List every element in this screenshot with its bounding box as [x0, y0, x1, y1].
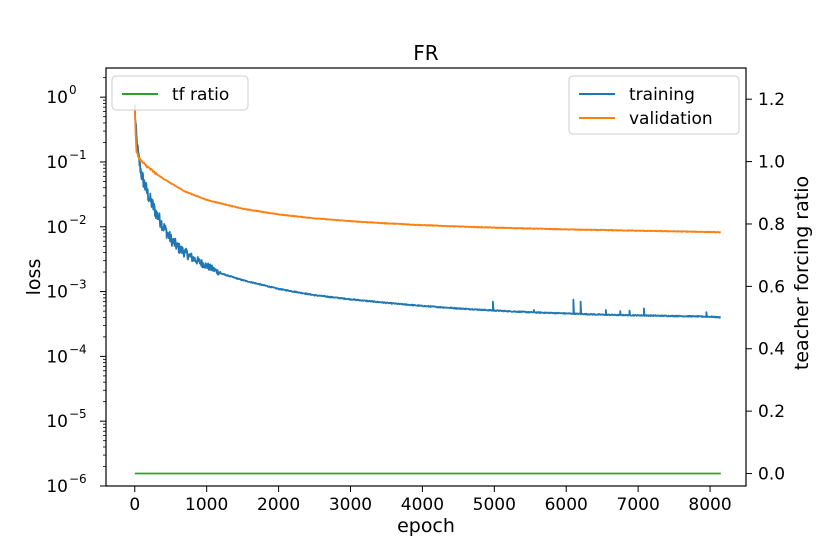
- series-line-validation: [133, 107, 722, 234]
- y2-axis-ticks: 0.0 0.2 0.4 0.6 0.8 1.0 1.2: [746, 90, 785, 485]
- x-tick-label: 1000: [185, 495, 228, 515]
- y2-tick-label: 1.0: [758, 153, 785, 173]
- y-tick-exponent: −5: [69, 407, 87, 421]
- x-axis-label: epoch: [397, 515, 455, 537]
- y-tick-label: 10: [46, 218, 68, 238]
- x-tick-label: 3000: [329, 495, 372, 515]
- legend-tf: tf ratio: [111, 75, 249, 111]
- legend-label: training: [629, 85, 695, 105]
- y-tick-exponent: 0: [69, 83, 77, 97]
- legend-box: [111, 75, 249, 111]
- y-tick-label: 10: [46, 283, 68, 303]
- series-line-training: [133, 104, 722, 319]
- x-tick-label: 5000: [473, 495, 516, 515]
- legend-label: validation: [629, 109, 713, 129]
- x-tick-label: 2000: [257, 495, 300, 515]
- y-tick-exponent: −2: [69, 213, 87, 227]
- y2-axis-label: teacher forcing ratio: [791, 176, 813, 370]
- y-tick-exponent: −1: [69, 148, 87, 162]
- y-tick-label: 10: [46, 477, 68, 497]
- chart-title: FR: [413, 41, 439, 65]
- y2-tick-label: 0.4: [758, 340, 785, 360]
- legend-loss: training validation: [568, 75, 740, 135]
- y-tick-label: 10: [46, 347, 68, 367]
- y-tick-label: 10: [46, 412, 68, 432]
- y2-tick-label: 0.8: [758, 215, 785, 235]
- legend-label: tf ratio: [172, 85, 229, 105]
- y-tick-exponent: −6: [69, 472, 87, 486]
- y2-tick-label: 0.6: [758, 277, 785, 297]
- x-tick-label: 7000: [617, 495, 660, 515]
- x-tick-label: 6000: [545, 495, 588, 515]
- y-tick-exponent: −3: [69, 278, 87, 292]
- series-layer: [133, 104, 722, 475]
- plot-frame: [105, 67, 747, 487]
- y2-tick-label: 0.0: [758, 465, 785, 485]
- x-axis-ticks: 0 1000 2000 3000 4000 5000 6000 7000 8000: [129, 486, 732, 515]
- x-tick-label: 8000: [688, 495, 731, 515]
- y-tick-exponent: −4: [69, 342, 87, 356]
- y-tick-label: 10: [46, 88, 68, 108]
- x-tick-label: 0: [129, 495, 140, 515]
- y-tick-label: 10: [46, 153, 68, 173]
- y2-tick-label: 1.2: [758, 90, 785, 110]
- y-axis-label: loss: [23, 259, 45, 296]
- y2-tick-label: 0.2: [758, 402, 785, 422]
- x-tick-label: 4000: [401, 495, 444, 515]
- legend-box: [568, 75, 740, 135]
